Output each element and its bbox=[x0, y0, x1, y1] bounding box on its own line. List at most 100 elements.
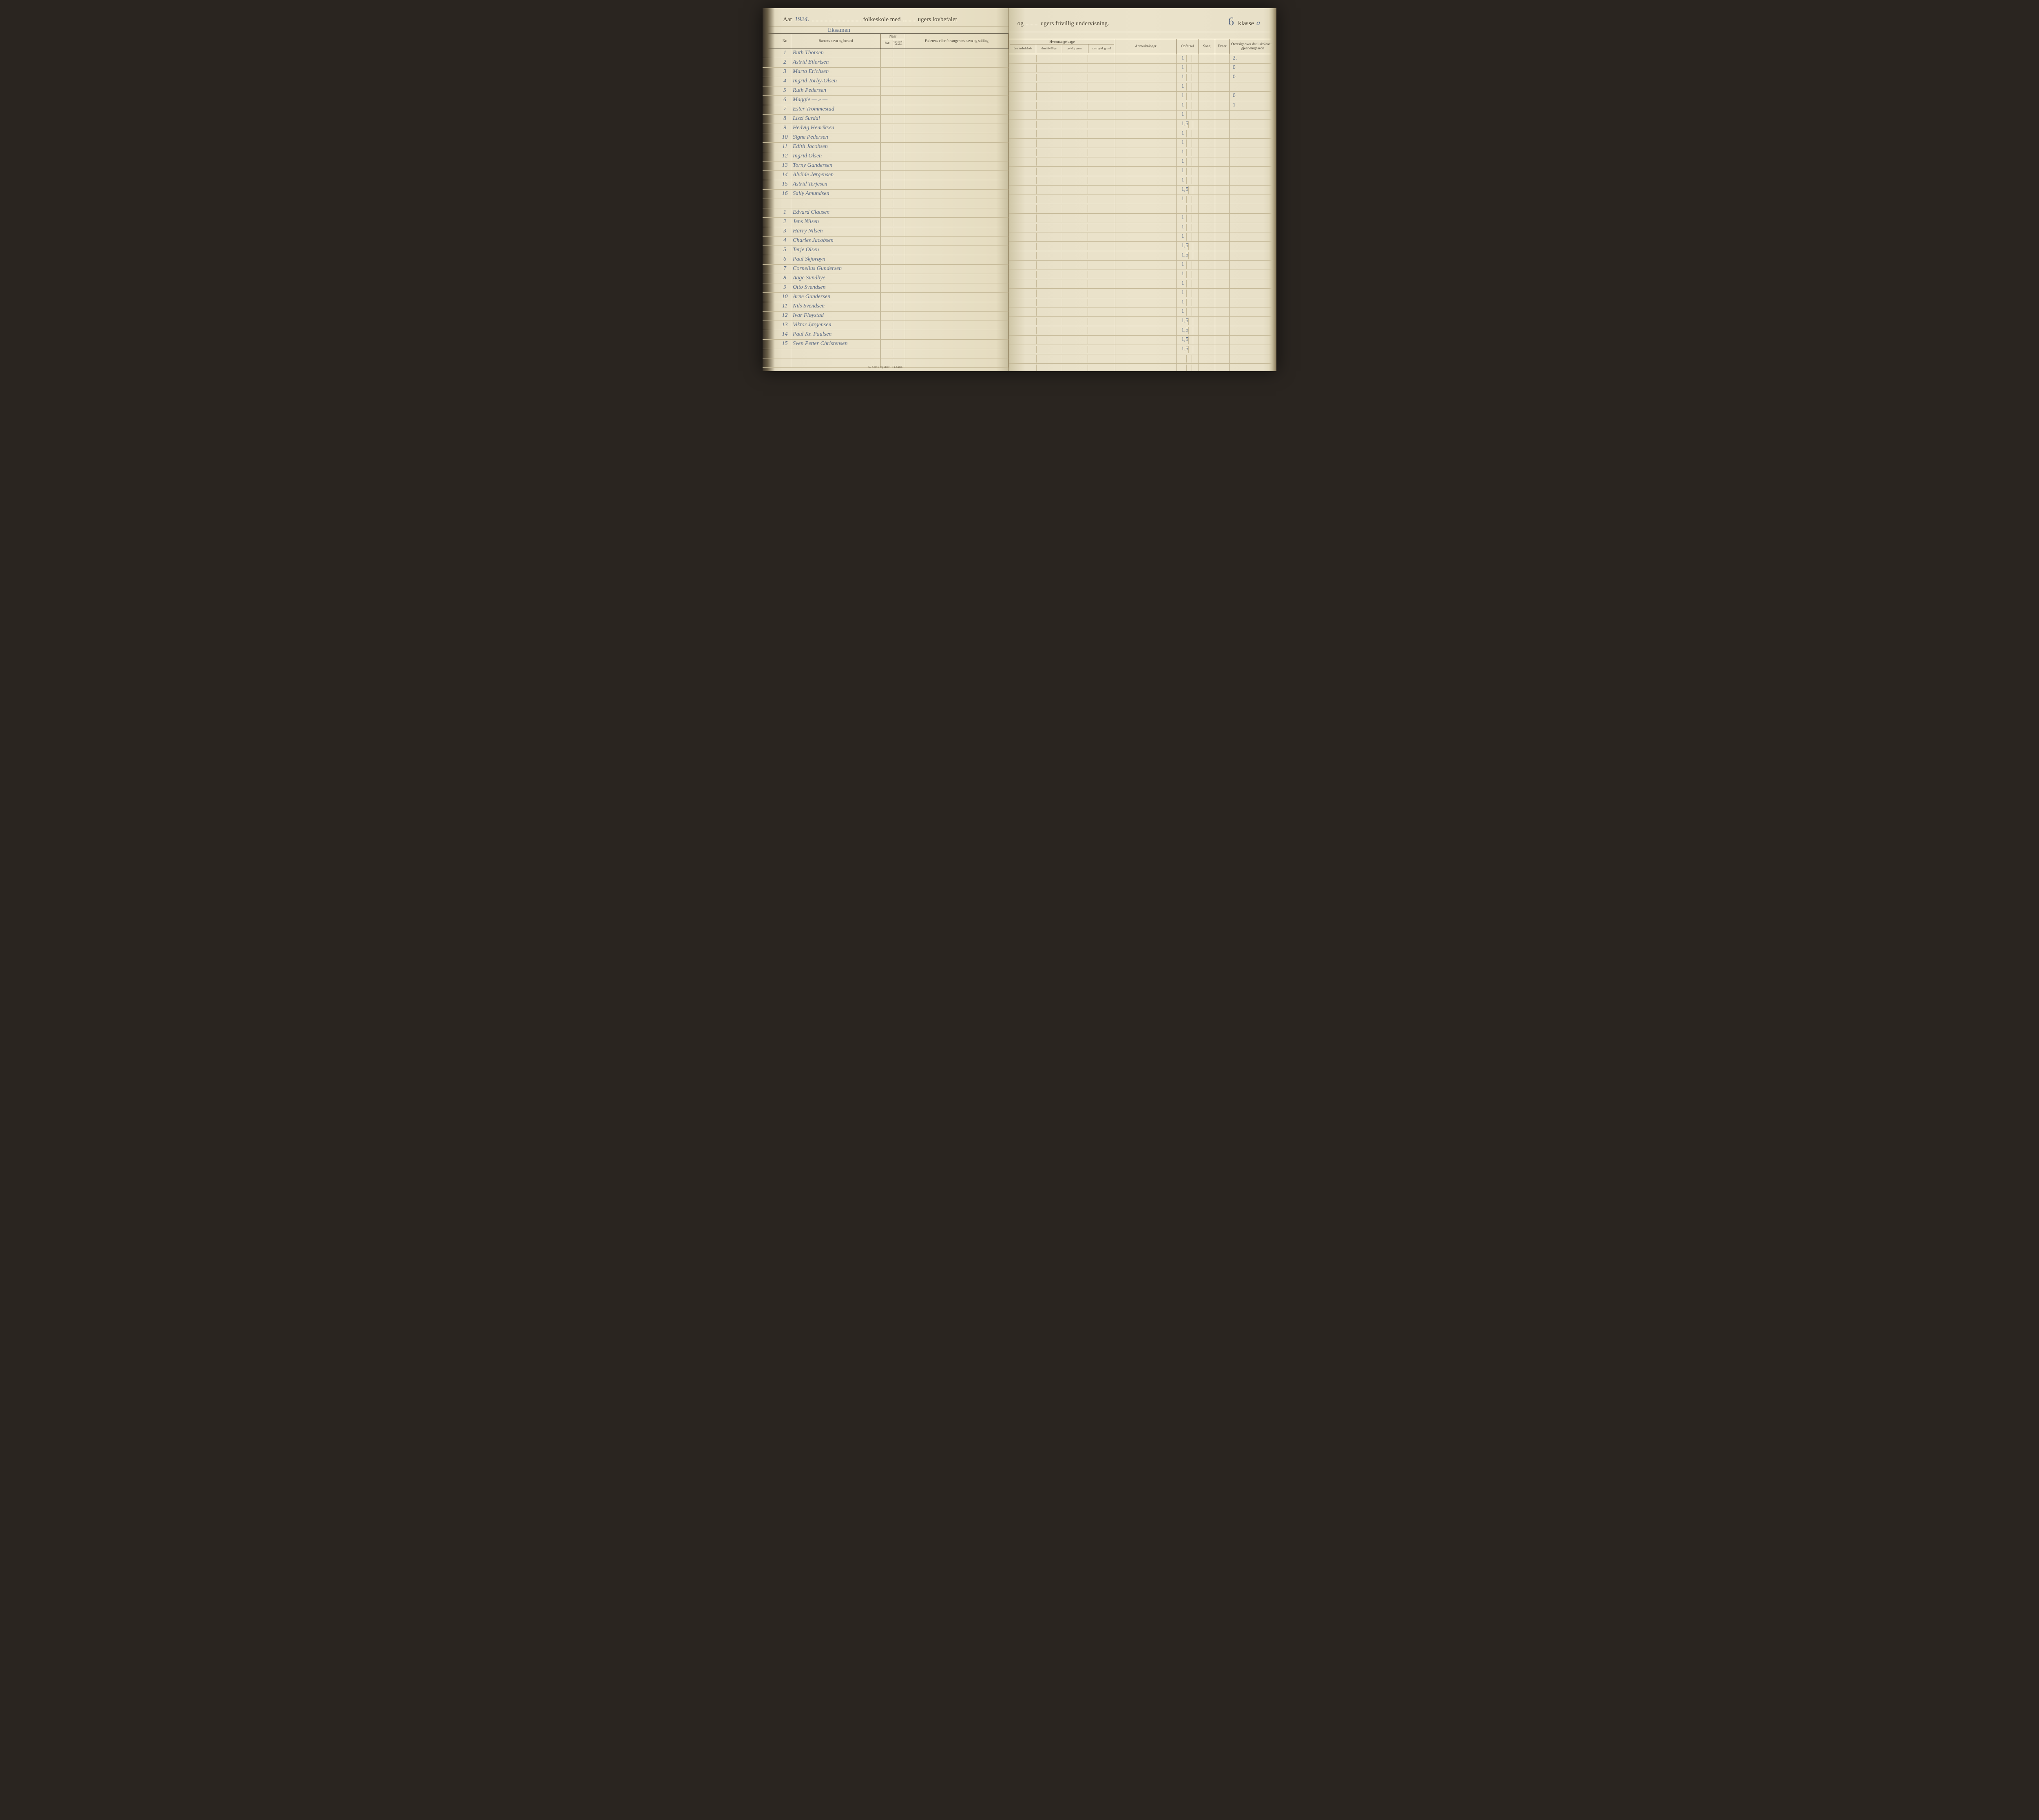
row-nr: 5 bbox=[779, 246, 791, 255]
row-naar bbox=[881, 105, 905, 114]
row-naar bbox=[881, 255, 905, 264]
row-opforsel: 1 bbox=[1177, 82, 1199, 91]
row-name: Marta Erichsen bbox=[791, 68, 881, 77]
table-row: 1 bbox=[1009, 289, 1276, 298]
row-naar bbox=[881, 312, 905, 321]
row-hvormange bbox=[1009, 242, 1115, 251]
table-row: 1,5 bbox=[1009, 326, 1276, 336]
table-row: 1 bbox=[1009, 307, 1276, 317]
table-row: 11Nils Svendsen bbox=[763, 302, 1008, 312]
row-opforsel: 1,5 bbox=[1177, 242, 1199, 251]
row-fader bbox=[905, 199, 1008, 208]
row-fader bbox=[905, 340, 1008, 349]
row-name: Lizzi Surdal bbox=[791, 115, 881, 124]
row-hvormange bbox=[1009, 204, 1115, 213]
row-anm bbox=[1115, 129, 1177, 138]
row-name: Edith Jacobsen bbox=[791, 143, 881, 152]
row-anm bbox=[1115, 289, 1177, 298]
row-opforsel: 1,5 bbox=[1177, 336, 1199, 345]
row-opforsel: 1 bbox=[1177, 223, 1199, 232]
table-row: 4Ingrid Torby-Olsen bbox=[763, 77, 1008, 86]
row-anm bbox=[1115, 223, 1177, 232]
row-naar bbox=[881, 237, 905, 245]
row-opforsel: 1,5 bbox=[1177, 326, 1199, 335]
row-naar bbox=[881, 340, 905, 349]
table-row: 7Cornelius Gundersen bbox=[763, 265, 1008, 274]
row-naar bbox=[881, 96, 905, 105]
row-fader bbox=[905, 255, 1008, 264]
row-naar bbox=[881, 180, 905, 189]
table-row: 10 bbox=[1009, 64, 1276, 73]
row-nr: 8 bbox=[779, 274, 791, 283]
row-hvormange bbox=[1009, 176, 1115, 185]
row-naar bbox=[881, 330, 905, 339]
table-row: 8Aage Sundbye bbox=[763, 274, 1008, 283]
table-row: 7Ester Trommestad bbox=[763, 105, 1008, 115]
row-anm bbox=[1115, 364, 1177, 371]
table-row: 1,5 bbox=[1009, 242, 1276, 251]
row-sang bbox=[1199, 345, 1215, 354]
row-sang bbox=[1199, 223, 1215, 232]
left-header: Aar 1924. folkeskole med ugers lovbefale… bbox=[763, 8, 1008, 27]
table-row: 15Astrid Terjesen bbox=[763, 180, 1008, 190]
table-row: 5Terje Olsen bbox=[763, 246, 1008, 255]
row-anm bbox=[1115, 101, 1177, 110]
row-hvormange bbox=[1009, 73, 1115, 82]
col-hvormange-subs: den lovbefalede den frivillige gyldig gr… bbox=[1010, 44, 1114, 53]
row-naar bbox=[881, 293, 905, 302]
row-evner bbox=[1215, 54, 1230, 63]
row-nr: 4 bbox=[779, 237, 791, 245]
row-sang bbox=[1199, 270, 1215, 279]
table-row: 1,5 bbox=[1009, 186, 1276, 195]
table-row: 1 bbox=[1009, 82, 1276, 92]
row-anm bbox=[1115, 354, 1177, 363]
row-fader bbox=[905, 68, 1008, 77]
row-hvormange bbox=[1009, 345, 1115, 354]
row-nr: 14 bbox=[779, 330, 791, 339]
row-evner bbox=[1215, 176, 1230, 185]
row-hvormange bbox=[1009, 129, 1115, 138]
row-opforsel: 1 bbox=[1177, 111, 1199, 119]
row-fader bbox=[905, 349, 1008, 358]
folkeskole-label: folkeskole med bbox=[863, 16, 901, 23]
row-opforsel: 1 bbox=[1177, 129, 1199, 138]
table-row: 12Ivar Fløystad bbox=[763, 312, 1008, 321]
table-row: 1 bbox=[1009, 176, 1276, 186]
row-anm bbox=[1115, 148, 1177, 157]
ledger-book: Aar 1924. folkeskole med ugers lovbefale… bbox=[763, 8, 1276, 371]
row-nr: 2 bbox=[779, 58, 791, 67]
row-evner bbox=[1215, 64, 1230, 73]
row-fader bbox=[905, 321, 1008, 330]
row-sang bbox=[1199, 167, 1215, 176]
row-sang bbox=[1199, 157, 1215, 166]
row-hvormange bbox=[1009, 354, 1115, 363]
row-name: Ester Trommestad bbox=[791, 105, 881, 114]
row-sang bbox=[1199, 336, 1215, 345]
table-row bbox=[1009, 354, 1276, 364]
row-anm bbox=[1115, 195, 1177, 204]
row-sang bbox=[1199, 326, 1215, 335]
row-nr: 6 bbox=[779, 96, 791, 105]
row-evner bbox=[1215, 364, 1230, 371]
row-hvormange bbox=[1009, 336, 1115, 345]
row-fader bbox=[905, 86, 1008, 95]
row-name: Nils Svendsen bbox=[791, 302, 881, 311]
row-fader bbox=[905, 302, 1008, 311]
row-naar bbox=[881, 86, 905, 95]
row-evner bbox=[1215, 279, 1230, 288]
row-evner bbox=[1215, 298, 1230, 307]
row-evner bbox=[1215, 270, 1230, 279]
row-name: Charles Jacobsen bbox=[791, 237, 881, 245]
row-anm bbox=[1115, 82, 1177, 91]
table-row: 1 bbox=[1009, 111, 1276, 120]
row-name: Signe Pedersen bbox=[791, 133, 881, 142]
row-evner bbox=[1215, 82, 1230, 91]
row-name: Terje Olsen bbox=[791, 246, 881, 255]
table-row: 11Edith Jacobsen bbox=[763, 143, 1008, 152]
table-row: 16Sally Amundsen bbox=[763, 190, 1008, 199]
col-hvormange-title: Hvormange dage bbox=[1049, 40, 1075, 44]
row-name: Cornelius Gundersen bbox=[791, 265, 881, 274]
table-row: 1 bbox=[1009, 195, 1276, 204]
col-fodt: født bbox=[882, 39, 893, 48]
row-hvormange bbox=[1009, 289, 1115, 298]
